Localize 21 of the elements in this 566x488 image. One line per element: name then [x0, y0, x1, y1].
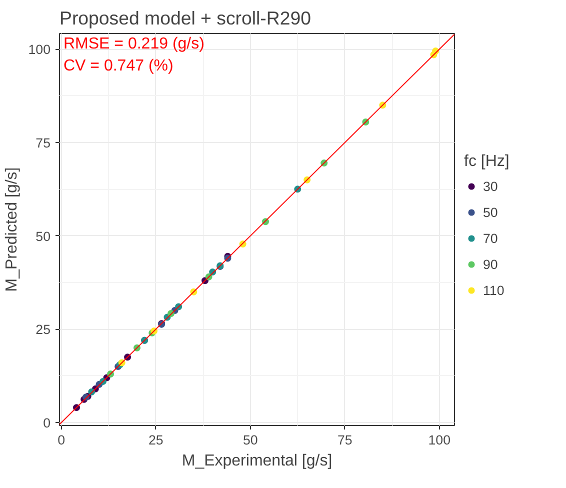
y-axis-title: M_Predicted [g/s]: [3, 167, 20, 292]
x-axis-title: M_Experimental [g/s]: [182, 452, 332, 470]
y-tick-label: 75: [36, 136, 51, 151]
y-tick-label: 25: [36, 322, 51, 338]
x-tick-label: 50: [242, 432, 258, 448]
annotation: RMSE = 0.219 (g/s): [64, 36, 204, 52]
chart-title: Proposed model + scroll-R290: [60, 8, 311, 28]
legend-label: 110: [483, 282, 504, 298]
x-tick-label: 0: [58, 432, 66, 448]
y-tick-label: 0: [43, 416, 51, 431]
legend-label: 90: [483, 256, 499, 272]
x-tick-label: 75: [337, 432, 352, 448]
x-tick-label: 25: [148, 432, 164, 448]
legend-label: 50: [483, 204, 499, 220]
legend-label: 70: [483, 230, 499, 246]
y-tick-label: 100: [28, 42, 51, 58]
y-tick-label: 50: [36, 228, 51, 244]
x-tick-label: 100: [428, 432, 451, 448]
legend-title: fc [Hz]: [464, 153, 510, 171]
legend-label: 30: [483, 178, 499, 194]
annotation: CV = 0.747 (%): [64, 58, 174, 74]
